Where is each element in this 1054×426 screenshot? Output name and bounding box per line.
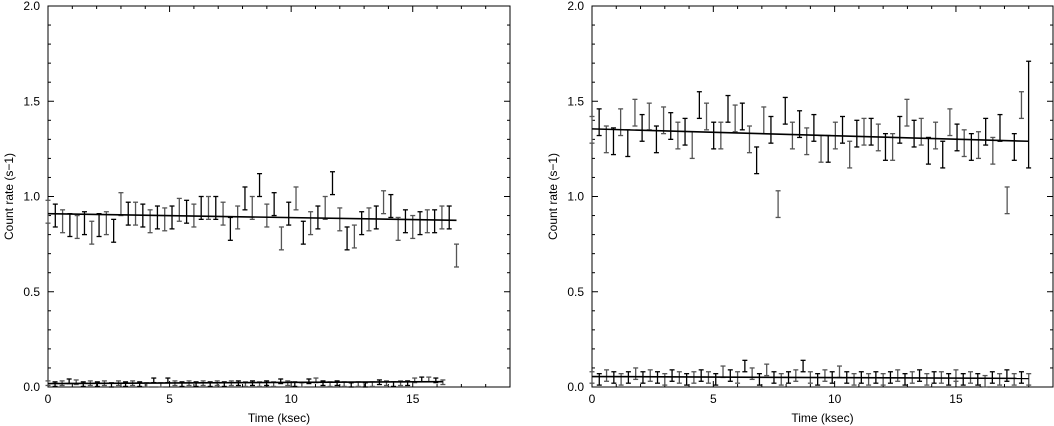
series-low [589,359,1032,388]
x-tick-label: 10 [828,392,842,406]
x-tick-label: 15 [949,392,963,406]
y-tick-label: 0.0 [23,380,40,394]
y-axis-label: Count rate (s−1) [546,153,560,240]
plot-frame [591,5,1054,388]
y-tick-label: 0.5 [567,285,584,299]
y-tick-label: 1.5 [567,94,584,108]
x-tick-label: 15 [406,392,420,406]
x-axis-label: Time (ksec) [248,411,310,425]
y-tick-label: 1.5 [23,94,40,108]
series-high [45,171,460,268]
y-tick-label: 2.0 [23,0,40,13]
y-axis-label: Count rate (s−1) [2,153,16,240]
series-low [45,376,446,388]
fit-line [47,212,457,222]
x-axis-label: Time (ksec) [791,411,853,425]
x-tick-label: 10 [284,392,298,406]
y-tick-label: 0.5 [23,285,40,299]
x-tick-label: 5 [166,392,173,406]
plot-frame [47,5,511,388]
x-tick-label: 0 [45,392,52,406]
x-tick-label: 5 [710,392,717,406]
y-tick-label: 0.0 [567,380,584,394]
fit-line [47,380,443,385]
y-tick-label: 1.0 [23,190,40,204]
x-tick-label: 0 [589,392,596,406]
series-high [589,60,1032,219]
chart-panel-1: 0.0 0.5 1.0 1.5 2.0 0 5 10 15 Time (ksec) Count ra… [2,0,511,425]
fit-line [591,128,1029,143]
chart-panel-2: 0.0 0.5 1.0 1.5 2.0 0 5 10 15 Time (ksec) Count ra… [546,0,1054,425]
y-tick-label: 2.0 [567,0,584,13]
fit-line [591,375,1029,380]
y-tick-label: 1.0 [567,190,584,204]
